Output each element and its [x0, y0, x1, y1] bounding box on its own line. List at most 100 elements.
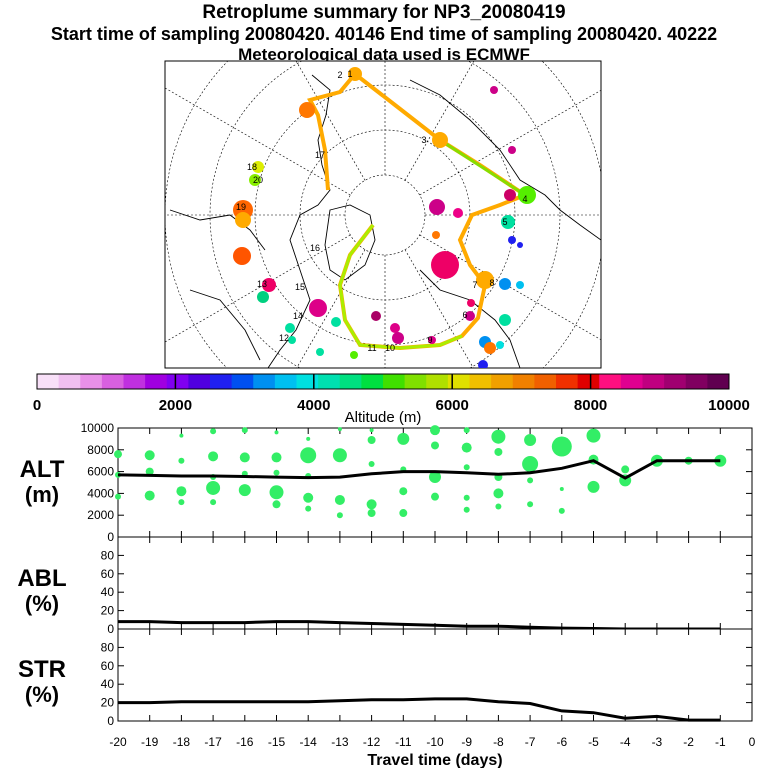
- y-tick-label: 20: [101, 696, 115, 710]
- altitude-scatter-point: [587, 480, 600, 493]
- altitude-scatter-point: [303, 492, 314, 503]
- x-tick-label: -15: [268, 735, 286, 749]
- plume-marker: [235, 212, 251, 228]
- trajectory-segment: [439, 138, 526, 197]
- altitude-scatter-point: [431, 492, 439, 501]
- coastline: [267, 74, 331, 368]
- trajectory-day-label: 17: [315, 150, 325, 160]
- x-tick-label: 0: [749, 735, 756, 749]
- altitude-scatter-point: [337, 427, 342, 432]
- colorbar-tick-label: 8000: [574, 397, 607, 414]
- x-tick-label: -20: [109, 735, 127, 749]
- y-tick-label: 40: [101, 677, 115, 691]
- plume-marker: [233, 247, 251, 265]
- colorbar-swatch: [556, 374, 579, 389]
- altitude-scatter-point: [559, 487, 564, 492]
- plume-marker: [392, 332, 404, 344]
- plume-marker: [288, 336, 296, 344]
- altitude-scatter-point: [367, 509, 376, 518]
- plume-marker: [453, 208, 463, 218]
- x-tick-label: -5: [588, 735, 599, 749]
- trajectory-day-label: 8: [489, 278, 494, 288]
- colorbar-swatch: [447, 374, 470, 389]
- y-tick-label: 0: [107, 714, 114, 728]
- plume-marker: [496, 341, 504, 349]
- colorbar-swatch: [361, 374, 384, 389]
- colorbar-swatch: [339, 374, 362, 389]
- plume-marker: [516, 281, 524, 289]
- plume-marker: [467, 299, 475, 307]
- x-tick-label: -10: [426, 735, 444, 749]
- altitude-scatter-point: [527, 501, 534, 508]
- plume-marker: [249, 174, 261, 186]
- map-frame: [164, 60, 602, 369]
- abl-axis-unit: (%): [25, 591, 59, 616]
- plume-marker: [309, 299, 327, 317]
- colorbar-swatch: [426, 374, 449, 389]
- trajectory-day-label: 14: [293, 311, 303, 321]
- plume-marker: [508, 236, 516, 244]
- str-axis-unit: (%): [25, 682, 59, 707]
- trajectory-day-label: 11: [367, 343, 376, 353]
- colorbar-swatch: [599, 374, 622, 389]
- x-tick-label: -11: [395, 735, 412, 749]
- colorbar-tick-label: 0: [33, 397, 41, 414]
- altitude-scatter-point: [430, 425, 440, 436]
- plume-marker: [465, 311, 475, 321]
- meridian-line: [165, 87, 351, 196]
- altitude-scatter-point: [524, 433, 537, 446]
- plume-marker: [390, 323, 400, 333]
- colorbar-swatch: [58, 374, 81, 389]
- y-tick-label: 20: [101, 604, 115, 618]
- colorbar-tick-label: 2000: [159, 397, 192, 414]
- str-panel-frame: [117, 628, 753, 722]
- colorbar-swatch: [491, 374, 514, 389]
- x-tick-label: -18: [173, 735, 191, 749]
- str-series-line: [118, 697, 721, 722]
- altitude-scatter-point: [306, 436, 311, 441]
- altitude-scatter-point: [399, 509, 408, 518]
- altitude-scatter-point: [239, 452, 250, 463]
- altitude-scatter-point: [206, 480, 221, 495]
- coastline: [169, 209, 266, 251]
- altitude-scatter-point: [586, 428, 601, 443]
- colorbar-label: Altitude (m): [345, 409, 422, 426]
- colorbar-swatch: [296, 374, 319, 389]
- x-tick-label: -4: [620, 735, 631, 749]
- colorbar-tick-label: 10000: [708, 397, 750, 414]
- plume-marker: [429, 199, 445, 215]
- altitude-scatter-point: [271, 452, 282, 463]
- colorbar-swatch: [274, 374, 297, 389]
- y-tick-label: 10000: [81, 421, 115, 435]
- altitude-scatter-point: [621, 465, 630, 474]
- coastline: [409, 79, 601, 241]
- altitude-scatter-point: [463, 506, 470, 513]
- x-tick-label: -17: [204, 735, 222, 749]
- sampling-time-text: Start time of sampling 20080420. 40146 E…: [50, 24, 718, 44]
- plume-marker: [476, 271, 494, 289]
- x-tick-label: -2: [683, 735, 694, 749]
- plume-marker: [316, 348, 324, 356]
- plume-marker: [499, 278, 511, 290]
- trajectory-day-label: 6: [462, 310, 467, 320]
- coastline: [324, 204, 376, 281]
- y-tick-label: 40: [101, 585, 115, 599]
- x-tick-label: -7: [525, 735, 536, 749]
- trajectory-day-label: 2: [337, 70, 342, 80]
- altitude-scatter-point: [144, 450, 155, 461]
- altitude-scatter-point: [463, 464, 470, 471]
- plume-marker: [431, 251, 459, 279]
- altitude-scatter-point: [210, 428, 217, 435]
- altitude-scatter-point: [368, 460, 375, 467]
- meridian-line: [165, 234, 351, 343]
- altitude-scatter-point: [522, 455, 539, 472]
- x-axis-title: Travel time (days): [367, 752, 502, 768]
- colorbar-tick-label: 6000: [436, 397, 469, 414]
- altitude-scatter-point: [208, 451, 219, 462]
- altitude-scatter-point: [241, 427, 248, 434]
- x-tick-label: -1: [715, 735, 726, 749]
- y-tick-label: 0: [107, 530, 114, 544]
- altitude-scatter-point: [399, 487, 408, 496]
